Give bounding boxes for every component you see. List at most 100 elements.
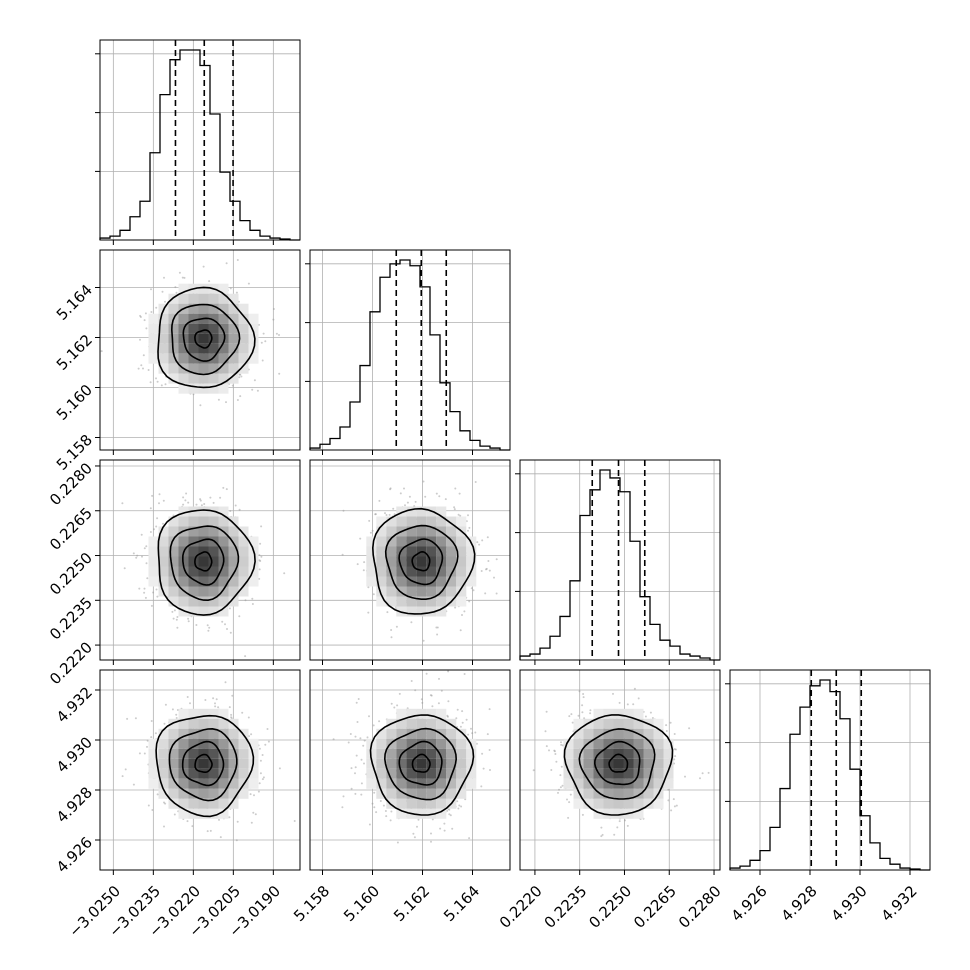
density-cell [178,596,189,607]
density-cell [446,758,457,769]
density-cell [436,798,447,809]
density-cell [188,323,199,334]
density-cell [623,768,634,779]
density-cell [198,768,209,779]
density-cell [426,566,437,577]
density-cell [573,768,584,779]
density-cell [386,596,397,607]
density-cell [653,758,664,769]
density-cell [228,738,239,749]
density-cell [218,293,229,304]
density-cell [188,708,199,719]
density-cell [416,738,427,749]
density-cell [406,708,417,719]
density-cell [623,748,634,759]
density-cell [406,778,417,789]
density-cell [643,768,654,779]
histogram-3 [729,679,930,871]
density-cell [248,738,259,749]
density-cell [603,808,614,819]
density-cell [563,768,574,779]
density-cell [158,768,169,779]
density-cell [376,758,387,769]
density-cell [426,758,437,769]
density-cell [416,556,427,567]
density-cell [366,566,377,577]
density-cell [366,556,377,567]
x-tick-label: 0.2235 [541,882,591,932]
density-cell [386,768,397,779]
y-tick-label: 5.160 [53,381,96,424]
density-cell [593,738,604,749]
density-cell [188,333,199,344]
density-cell [198,353,209,364]
density-cell [228,566,239,577]
density-cell [238,768,249,779]
density-cell [188,596,199,607]
density-cell [228,778,239,789]
density-cell [396,536,407,547]
density-cell [583,778,594,789]
panel-frame [99,249,301,451]
density-cell [466,778,477,789]
density-cell [663,768,674,779]
density-cell [178,606,189,617]
x-tick-label: 4.928 [778,882,821,925]
density-cell [603,798,614,809]
density-cell [436,506,447,517]
density-cell [406,586,417,597]
density-cell [198,788,209,799]
density-cell [218,353,229,364]
density-cell [158,313,169,324]
density-cell [416,506,427,517]
x-tick-label: 5.160 [340,882,383,925]
density-cell [178,798,189,809]
density-cell [416,526,427,537]
contour-2 [182,317,226,362]
density-cell [238,758,249,769]
density-cell [228,293,239,304]
density-cell [228,788,239,799]
density-cell [436,778,447,789]
density-cell [198,363,209,374]
density-cell [396,556,407,567]
density-cell [198,556,209,567]
density-cell [168,516,179,527]
density-cell [593,808,604,819]
density-cell [416,758,427,769]
density-cell [573,728,584,739]
density-cell [198,576,209,587]
density-cell [446,566,457,577]
histogram-1 [309,259,510,451]
density-cell [218,323,229,334]
density-cell [613,808,624,819]
density-cell [406,758,417,769]
contour-0 [371,507,476,615]
density-cell [238,526,249,537]
density-cell [633,738,644,749]
density-cell [386,566,397,577]
density-cell [188,576,199,587]
contour-1 [578,728,656,800]
density-cell [376,738,387,749]
y-tick-label: 4.932 [53,683,96,726]
panel-3-3: 4.926 4.928 4.930 4.932 [725,669,931,925]
contour-2 [593,740,641,786]
density-cell [643,728,654,739]
density-cell [208,293,219,304]
density-cell [376,768,387,779]
y-tick-label: 5.162 [53,331,96,374]
density-cell [218,333,229,344]
density-cell [396,708,407,719]
contour-1 [383,727,458,801]
density-cell [188,526,199,537]
density-cell [456,768,467,779]
contour-1 [384,524,459,600]
density-cell [466,546,477,557]
density-cell [228,323,239,334]
density-cell [238,788,249,799]
density-cell [563,758,574,769]
density-cell [168,718,179,729]
density-cell [178,293,189,304]
